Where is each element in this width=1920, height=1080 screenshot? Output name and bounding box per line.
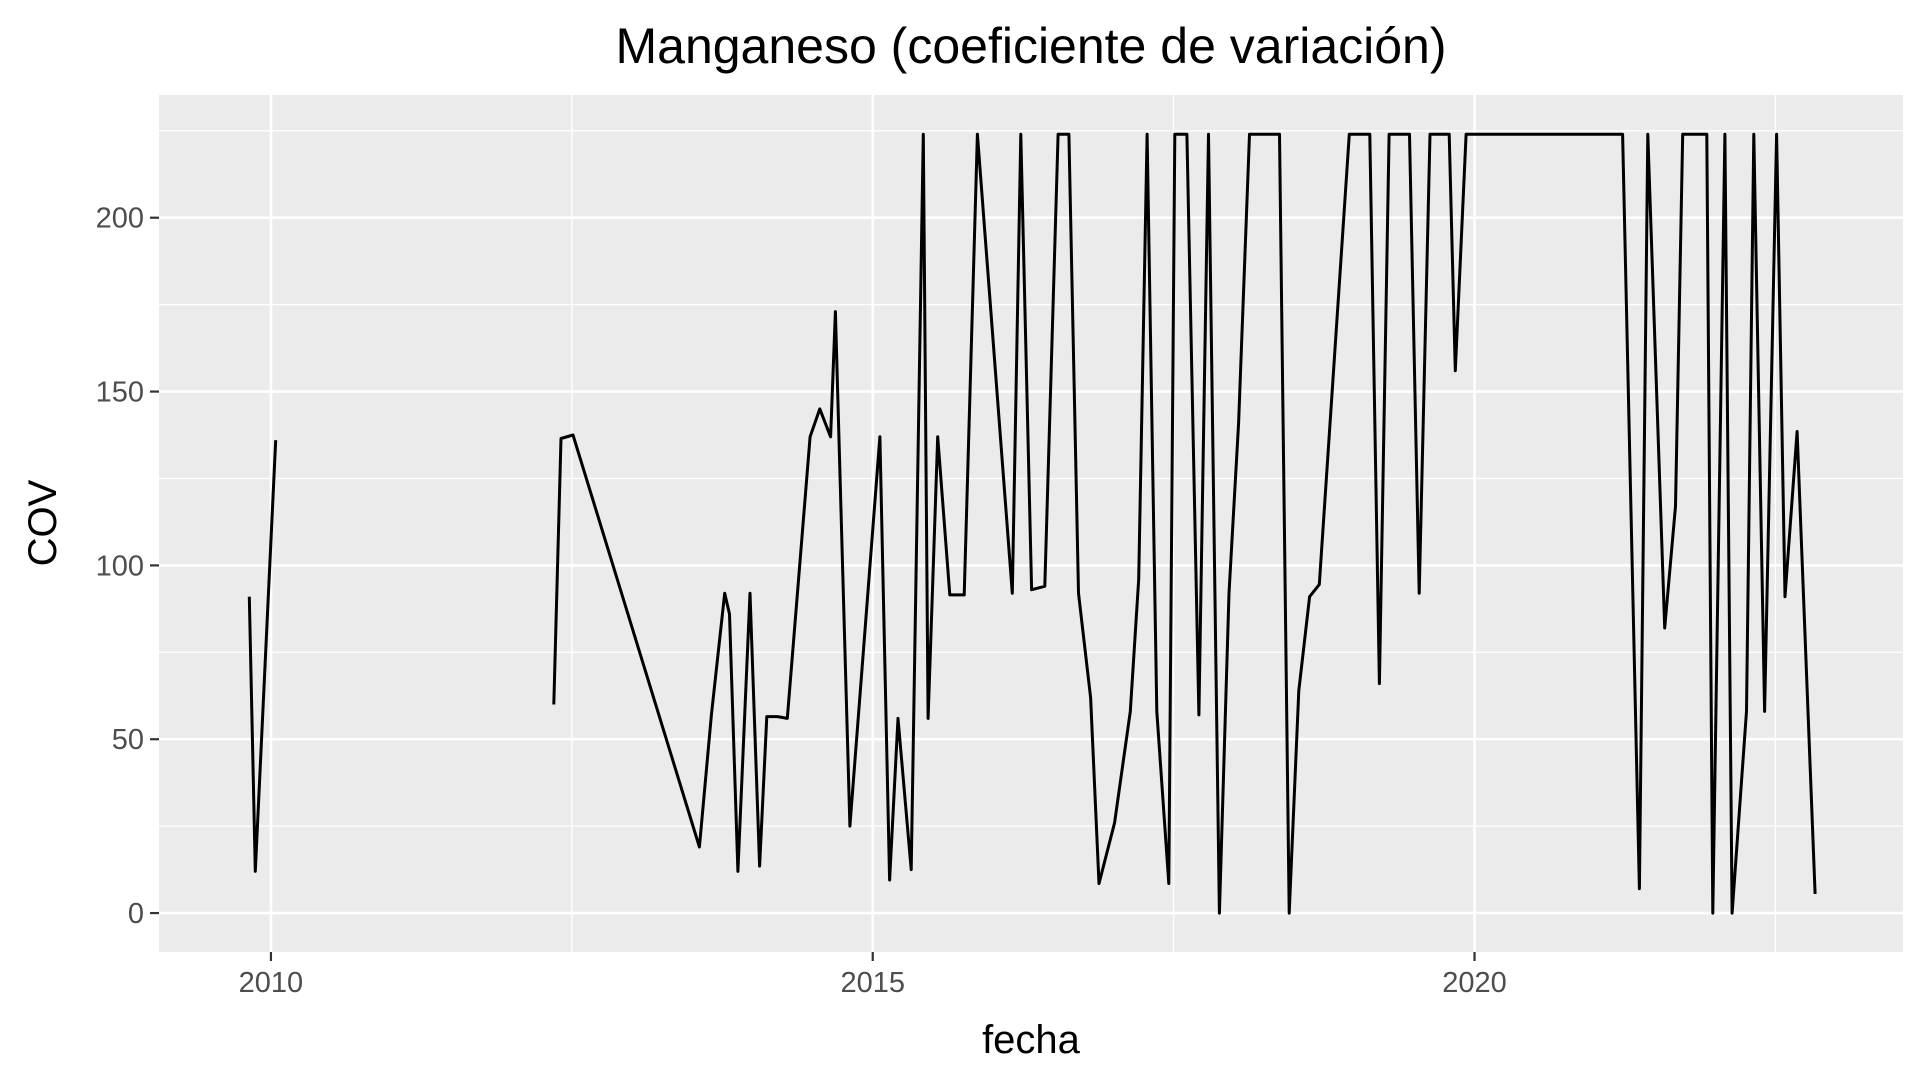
y-tick-label: 150	[96, 377, 144, 409]
series-line-segment	[247, 440, 278, 873]
x-tick-label: 2020	[1442, 967, 1507, 999]
y-axis-ticks: 0 50 100 150 200	[96, 203, 159, 930]
y-tick-label: 50	[112, 724, 144, 756]
series-layer	[247, 132, 1817, 915]
y-tick-label: 0	[128, 898, 144, 930]
x-tick-label: 2015	[840, 967, 905, 999]
chart-title: Manganeso (coeficiente de variación)	[615, 18, 1446, 74]
y-tick-label: 100	[96, 550, 144, 582]
y-tick-label: 200	[96, 203, 144, 235]
x-axis-ticks: 2010 2015 2020	[239, 952, 1507, 999]
x-tick-label: 2010	[239, 967, 304, 999]
y-axis-label: COV	[21, 479, 65, 566]
x-axis-label: fecha	[982, 1018, 1081, 1062]
series-line-segment	[552, 132, 1817, 915]
